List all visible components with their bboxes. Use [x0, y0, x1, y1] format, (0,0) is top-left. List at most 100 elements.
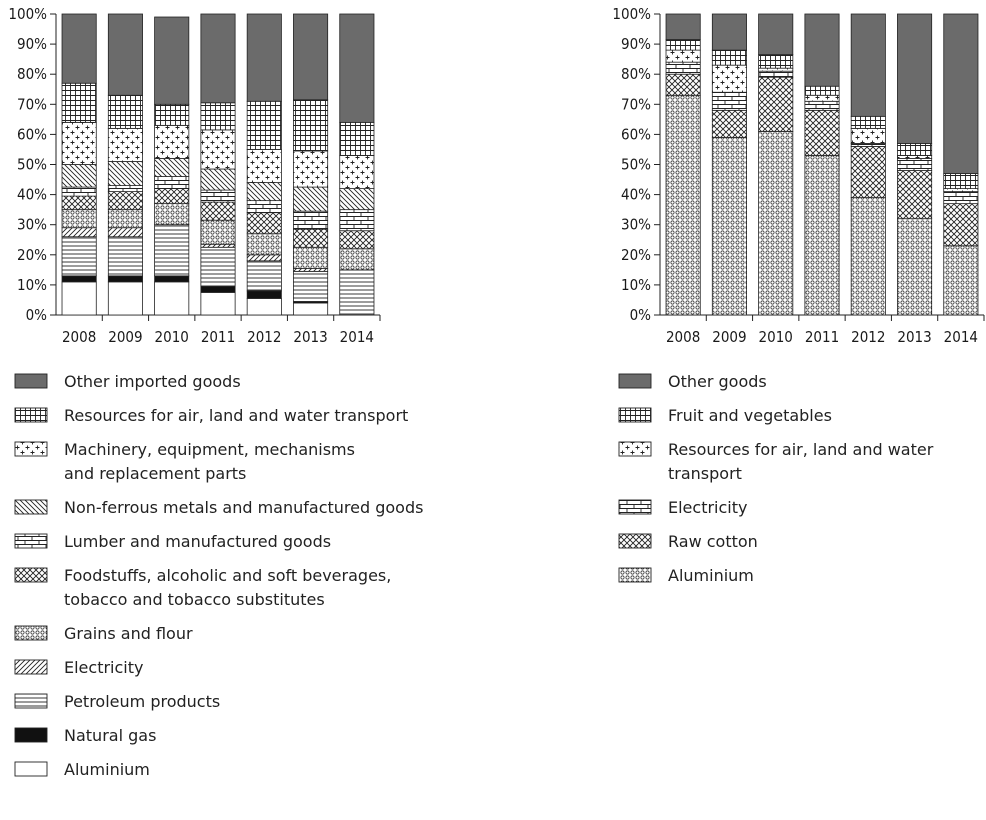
bar-segment-other-goods-2013: [897, 13, 933, 144]
bar-segment-lumber-and-manufactured-goods-2009: [107, 185, 143, 192]
bar-segment-aluminium-2011: [200, 292, 236, 316]
bar-segment-machinery-equipment-mechanisms-and-replacement-parts-2011: [200, 129, 236, 170]
bar-segment-electricity-2012: [850, 143, 886, 147]
legend-item-machinery-equipment-mechanisms-and-replacement-parts: Machinery, equipment, mechanisms and repl…: [14, 440, 355, 483]
bar-segment-other-imported-goods-2009: [107, 13, 143, 96]
legend-swatch: [14, 625, 48, 641]
bar-segment-electricity-2013: [293, 267, 329, 272]
legend-label: and replacement parts: [64, 464, 246, 483]
legend-item-resources-for-air-land-and-water-transport: Resources for air, land and water transp…: [14, 406, 408, 425]
y-tick-label: 80%: [621, 65, 651, 83]
legend-item-aluminium: Aluminium: [14, 760, 150, 779]
legend-label: Lumber and manufactured goods: [64, 532, 331, 551]
y-tick-label: 0%: [26, 306, 48, 324]
bar-segment-resources-for-air-land-and-water-transport-2010: [758, 67, 794, 72]
y-tick-label: 90%: [17, 35, 47, 53]
bar-segment-foodstuffs-alcoholic-and-soft-beverages-tobacco-and-tobacco-substitutes-2011: [200, 201, 236, 221]
bar-segment-lumber-and-manufactured-goods-2011: [200, 189, 236, 203]
bar-segment-other-goods-2009: [711, 13, 747, 51]
legend-item-natural-gas: Natural gas: [14, 726, 156, 745]
bar-segment-other-imported-goods-2008: [61, 13, 97, 84]
x-tick-label: 2008: [666, 328, 700, 346]
bar-segment-lumber-and-manufactured-goods-2012: [246, 200, 282, 214]
y-tick-label: 40%: [17, 186, 47, 204]
bar-segment-foodstuffs-alcoholic-and-soft-beverages-tobacco-and-tobacco-substitutes-2012: [246, 212, 282, 235]
bar-segment-electricity-2008: [665, 61, 701, 75]
bar-segment-aluminium-2011: [804, 155, 840, 316]
bar-segment-petroleum-products-2014: [339, 269, 375, 316]
legend-swatch: [618, 499, 652, 515]
bar-segment-machinery-equipment-mechanisms-and-replacement-parts-2008: [61, 121, 97, 165]
bar-segment-natural-gas-2010: [154, 275, 190, 283]
legend-swatch: [14, 659, 48, 675]
x-tick-label: 2014: [340, 328, 374, 346]
y-tick-label: 70%: [621, 95, 651, 113]
legend-swatch: [618, 533, 652, 549]
legend-item-other-imported-goods: Other imported goods: [14, 372, 241, 391]
bar-segment-resources-for-air-land-and-water-transport-2010: [154, 103, 190, 126]
bar-segment-fruit-and-vegetables-2013: [897, 143, 933, 156]
legend-imports: Other imported goods Resources for air, l…: [14, 372, 423, 779]
bar-segment-lumber-and-manufactured-goods-2013: [293, 210, 329, 230]
legend-swatch: [14, 693, 48, 709]
bar-segment-raw-cotton-2014: [943, 203, 979, 247]
legend-item-grains-and-flour: Grains and flour: [14, 624, 193, 643]
bar-segment-resources-for-air-land-and-water-transport-2011: [804, 94, 840, 102]
legend-label: Machinery, equipment, mechanisms: [64, 440, 355, 459]
legend-item-fruit-and-vegetables: Fruit and vegetables: [618, 406, 832, 425]
bar-segment-petroleum-products-2013: [293, 270, 329, 302]
legend-item-lumber-and-manufactured-goods: Lumber and manufactured goods: [14, 532, 331, 551]
chart-imports: 0% 10% 20% 30% 40% 50% 60% 70% 80% 90% 100% 2008 200…: [8, 5, 381, 346]
bar-segment-petroleum-products-2009: [107, 236, 143, 277]
legend-label: tobacco and tobacco substitutes: [64, 590, 325, 609]
bar-segment-other-imported-goods-2013: [293, 13, 329, 101]
bar-segment-machinery-equipment-mechanisms-and-replacement-parts-2013: [293, 150, 329, 188]
y-tick-label: 10%: [17, 276, 47, 294]
bar-segment-fruit-and-vegetables-2008: [665, 39, 701, 51]
bar-segment-natural-gas-2008: [61, 275, 97, 283]
bar-segment-aluminium-2008: [61, 281, 97, 316]
y-tick-label: 90%: [621, 35, 651, 53]
bar-segment-machinery-equipment-mechanisms-and-replacement-parts-2009: [107, 127, 143, 162]
bar-segment-fruit-and-vegetables-2009: [711, 49, 747, 66]
bar-segment-machinery-equipment-mechanisms-and-replacement-parts-2014: [339, 155, 375, 189]
y-tick-label: 100%: [8, 5, 47, 23]
chart-exports: 0% 10% 20% 30% 40% 50% 60% 70% 80% 90% 100% 2008 200…: [612, 5, 985, 346]
bar-segment-aluminium-2010: [758, 130, 794, 316]
bar-segment-aluminium-2012: [850, 197, 886, 316]
bar-segment-petroleum-products-2011: [200, 246, 236, 287]
y-tick-label: 70%: [17, 95, 47, 113]
legend-item-foodstuffs-alcoholic-and-soft-beverages-tobacco-and-tobacco-substitutes: Foodstuffs, alcoholic and soft beverages…: [14, 566, 391, 609]
bar-segment-raw-cotton-2008: [665, 73, 701, 96]
bar-segment-resources-for-air-land-and-water-transport-2014: [943, 188, 979, 192]
legend-label: Non-ferrous metals and manufactured good…: [64, 498, 423, 517]
legend-label: Raw cotton: [668, 532, 758, 551]
bar-segment-grains-and-flour-2011: [200, 219, 236, 245]
bar-segment-resources-for-air-land-and-water-transport-2011: [200, 102, 236, 131]
bar-segment-other-imported-goods-2010: [154, 16, 190, 105]
legend-label: Electricity: [668, 498, 747, 517]
legend-swatch: [618, 567, 652, 583]
legend-label: transport: [668, 464, 742, 483]
legend-swatch: [14, 727, 48, 743]
bar-segment-aluminium-2008: [665, 94, 701, 316]
y-tick-label: 60%: [621, 125, 651, 143]
legend-label: Other goods: [668, 372, 767, 391]
bar-segment-lumber-and-manufactured-goods-2008: [61, 186, 97, 197]
bar-segment-foodstuffs-alcoholic-and-soft-beverages-tobacco-and-tobacco-substitutes-2013: [293, 228, 329, 248]
bar-segment-lumber-and-manufactured-goods-2010: [154, 176, 190, 189]
x-tick-label: 2013: [293, 328, 327, 346]
y-tick-label: 40%: [621, 186, 651, 204]
bar-segment-other-imported-goods-2011: [200, 13, 236, 104]
bar-segment-raw-cotton-2010: [758, 76, 794, 132]
legend-swatch: [618, 373, 652, 389]
legend-label: Aluminium: [64, 760, 150, 779]
x-tick-label: 2009: [712, 328, 746, 346]
bar-segment-grains-and-flour-2009: [107, 209, 143, 229]
bar-segment-aluminium-2009: [107, 281, 143, 316]
bar-segment-foodstuffs-alcoholic-and-soft-beverages-tobacco-and-tobacco-substitutes-2010: [154, 188, 190, 205]
legend-item-other-goods: Other goods: [618, 372, 767, 391]
legend-swatch: [14, 407, 48, 423]
bar-segment-non-ferrous-metals-and-manufactured-goods-2010: [154, 158, 190, 177]
